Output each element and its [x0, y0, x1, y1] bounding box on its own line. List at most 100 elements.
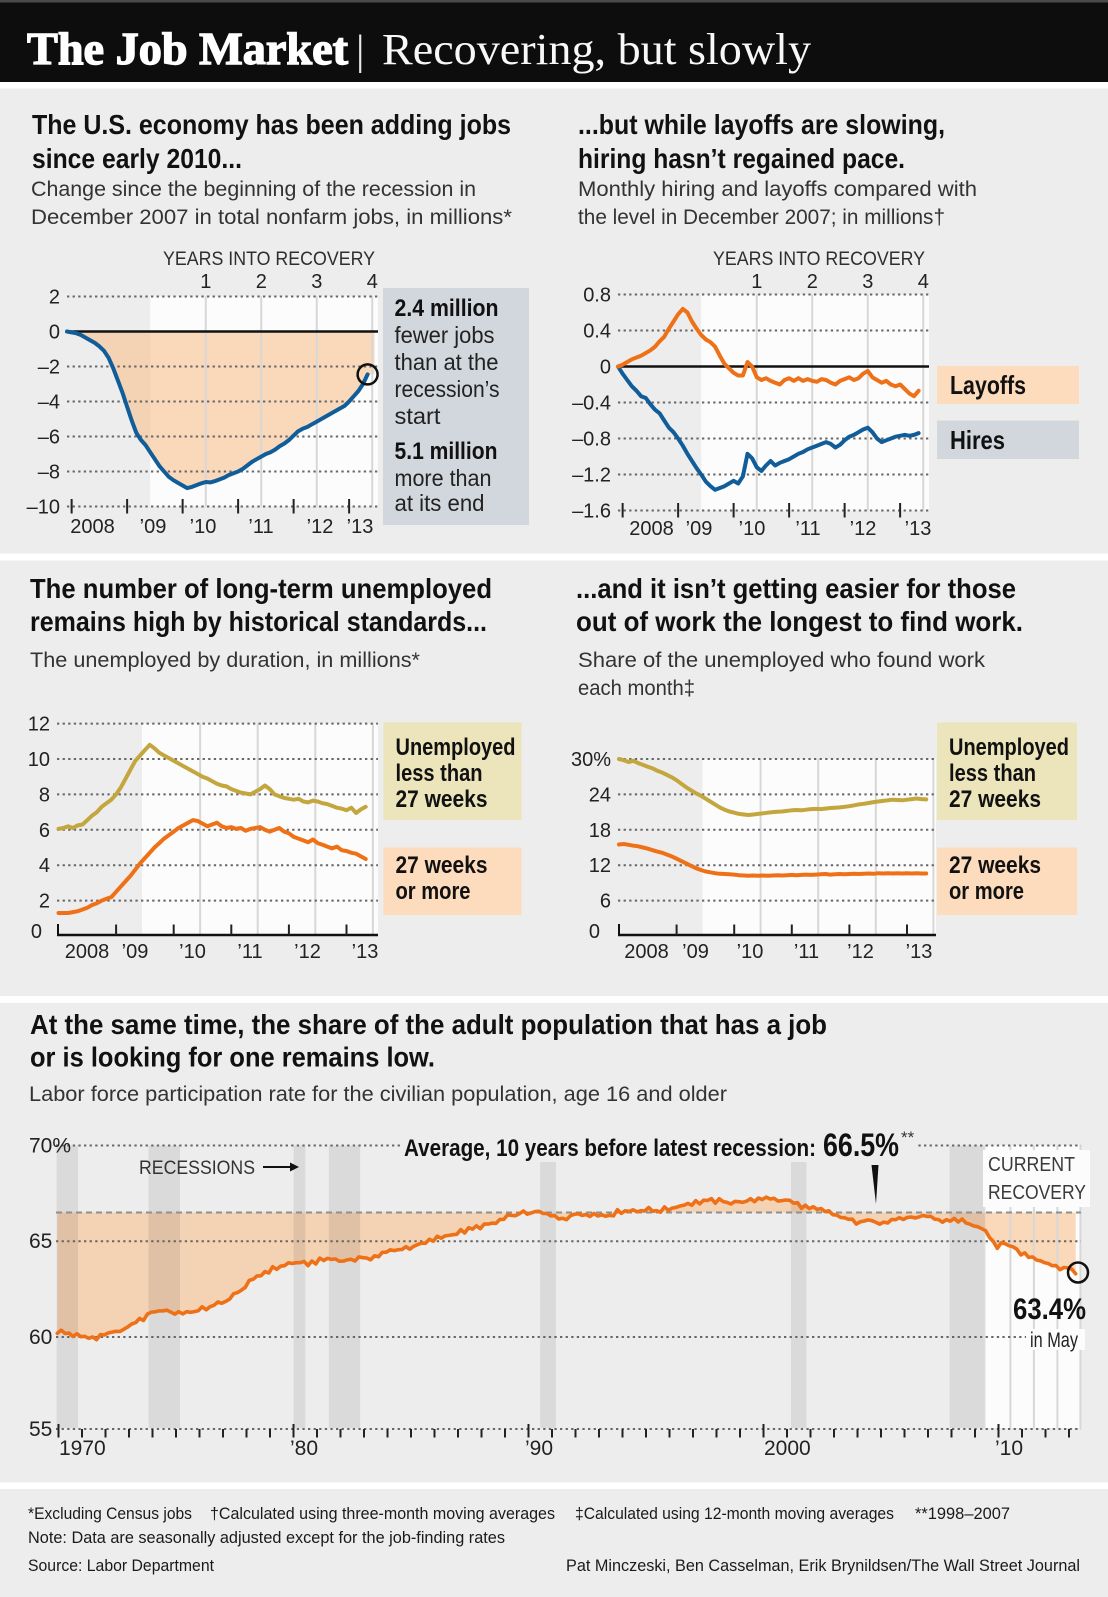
svg-text:2008: 2008 — [65, 941, 110, 963]
svg-text:–2: –2 — [38, 357, 60, 379]
svg-text:30%: 30% — [571, 749, 611, 771]
svg-text:2008: 2008 — [70, 516, 115, 538]
svg-text:’10: ’10 — [995, 1437, 1023, 1460]
svg-text:–10: –10 — [27, 497, 60, 519]
svg-text:’11: ’11 — [794, 941, 819, 963]
svg-text:Layoffs: Layoffs — [950, 370, 1026, 400]
svg-text:CURRENT: CURRENT — [988, 1154, 1075, 1176]
svg-text:0: 0 — [31, 921, 42, 943]
svg-text:’13: ’13 — [352, 941, 379, 963]
svg-text:2: 2 — [39, 891, 50, 913]
svg-text:–0.4: –0.4 — [572, 393, 611, 415]
svg-text:8: 8 — [39, 784, 50, 806]
svg-text:3: 3 — [862, 271, 873, 293]
svg-text:December 2007 in total nonfarm: December 2007 in total nonfarm jobs, in … — [31, 206, 512, 229]
svg-text:’09: ’09 — [686, 518, 713, 540]
svg-text:’12: ’12 — [294, 941, 321, 963]
svg-text:’11: ’11 — [248, 516, 273, 538]
svg-text:4: 4 — [918, 271, 929, 293]
svg-text:The unemployed by duration, in: The unemployed by duration, in millions* — [30, 649, 420, 672]
svg-text:at its end: at its end — [395, 490, 485, 516]
svg-text:0: 0 — [49, 322, 60, 344]
svg-text:27 weeks: 27 weeks — [949, 786, 1041, 813]
svg-text:hiring hasn’t regained pace.: hiring hasn’t regained pace. — [578, 143, 905, 174]
svg-text:’12: ’12 — [847, 941, 874, 963]
svg-text:‡Calculated using 12-month mov: ‡Calculated using 12-month moving averag… — [575, 1504, 894, 1523]
svg-text:–4: –4 — [38, 392, 60, 414]
svg-text:’12: ’12 — [850, 518, 877, 540]
svg-text:–8: –8 — [38, 462, 60, 484]
svg-text:|: | — [356, 28, 364, 74]
svg-text:2008: 2008 — [629, 518, 674, 540]
svg-text:’11: ’11 — [795, 518, 820, 540]
svg-text:0.8: 0.8 — [583, 285, 611, 307]
svg-text:†Calculated using three-month: †Calculated using three-month moving ave… — [210, 1504, 555, 1523]
svg-text:Labor force participation rate: Labor force participation rate for the c… — [29, 1083, 727, 1106]
svg-text:12: 12 — [589, 855, 611, 877]
svg-text:3: 3 — [311, 271, 322, 293]
svg-text:Note: Data are seasonally adju: Note: Data are seasonally adjusted excep… — [28, 1528, 505, 1547]
svg-text:in May: in May — [1030, 1329, 1078, 1352]
svg-text:1: 1 — [751, 271, 762, 293]
svg-text:55: 55 — [29, 1418, 52, 1441]
svg-text:’90: ’90 — [525, 1437, 553, 1460]
svg-text:**1998–2007: **1998–2007 — [915, 1504, 1010, 1523]
svg-text:the level in December 2007; in: the level in December 2007; in millions† — [578, 206, 945, 229]
svg-text:*Excluding Census jobs: *Excluding Census jobs — [28, 1504, 192, 1523]
svg-text:’09: ’09 — [140, 516, 167, 538]
svg-text:than at the: than at the — [395, 349, 499, 375]
svg-text:At the same time, the share of: At the same time, the share of the adult… — [30, 1009, 827, 1040]
svg-text:The Job Market: The Job Market — [27, 23, 349, 74]
svg-text:YEARS INTO RECOVERY: YEARS INTO RECOVERY — [713, 249, 925, 270]
svg-text:0.4: 0.4 — [583, 321, 611, 343]
svg-text:’13: ’13 — [905, 518, 932, 540]
svg-text:Unemployed: Unemployed — [396, 734, 516, 761]
svg-text:4: 4 — [39, 855, 50, 877]
svg-text:Hires: Hires — [950, 425, 1005, 455]
svg-text:1: 1 — [200, 271, 211, 293]
svg-text:2000: 2000 — [764, 1437, 811, 1460]
svg-text:66.5%: 66.5% — [823, 1127, 899, 1163]
svg-text:Source: Labor Department: Source: Labor Department — [28, 1556, 214, 1575]
svg-text:’80: ’80 — [290, 1437, 318, 1460]
svg-text:’10: ’10 — [179, 941, 206, 963]
svg-text:27 weeks: 27 weeks — [949, 852, 1041, 879]
svg-text:’11: ’11 — [237, 941, 262, 963]
svg-text:Average, 10 years before lates: Average, 10 years before latest recessio… — [404, 1135, 816, 1162]
svg-text:10: 10 — [28, 749, 50, 771]
svg-text:24: 24 — [589, 784, 611, 806]
svg-text:less than: less than — [396, 760, 483, 787]
svg-text:remains high by historical sta: remains high by historical standards... — [30, 606, 487, 637]
svg-text:or is looking for one remains: or is looking for one remains low. — [30, 1042, 435, 1073]
svg-text:Change since the beginning of: Change since the beginning of the recess… — [31, 178, 476, 201]
svg-text:out of work the longest to fin: out of work the longest to find work. — [576, 606, 1023, 637]
svg-text:each month‡: each month‡ — [578, 677, 695, 700]
svg-text:RECOVERY: RECOVERY — [988, 1182, 1086, 1204]
svg-text:less than: less than — [949, 760, 1036, 787]
svg-text:–0.8: –0.8 — [572, 429, 611, 451]
svg-text:0: 0 — [600, 357, 611, 379]
svg-text:2: 2 — [49, 287, 60, 309]
svg-text:0: 0 — [589, 921, 600, 943]
svg-text:27 weeks: 27 weeks — [396, 786, 488, 813]
svg-text:fewer jobs: fewer jobs — [395, 322, 495, 348]
svg-text:start: start — [395, 403, 442, 429]
svg-text:’12: ’12 — [307, 516, 334, 538]
svg-text:–6: –6 — [38, 427, 60, 449]
svg-text:’09: ’09 — [122, 941, 149, 963]
svg-text:RECESSIONS: RECESSIONS — [139, 1158, 255, 1179]
svg-text:Share of the unemployed who fo: Share of the unemployed who found work — [578, 649, 986, 672]
svg-text:1970: 1970 — [59, 1437, 106, 1460]
svg-text:’13: ’13 — [906, 941, 933, 963]
svg-text:The U.S. economy has been addi: The U.S. economy has been adding jobs — [32, 109, 511, 140]
svg-text:or more: or more — [396, 878, 471, 905]
svg-text:’10: ’10 — [190, 516, 217, 538]
svg-text:63.4%: 63.4% — [1013, 1293, 1086, 1326]
svg-text:...and it isn’t getting easier: ...and it isn’t getting easier for those — [576, 573, 1016, 604]
svg-text:–1.2: –1.2 — [572, 465, 611, 487]
svg-text:since early 2010...: since early 2010... — [32, 143, 242, 174]
svg-text:2.4 million: 2.4 million — [395, 295, 499, 322]
svg-text:6: 6 — [600, 891, 611, 913]
svg-text:recession’s: recession’s — [395, 376, 500, 402]
svg-text:2008: 2008 — [624, 941, 669, 963]
